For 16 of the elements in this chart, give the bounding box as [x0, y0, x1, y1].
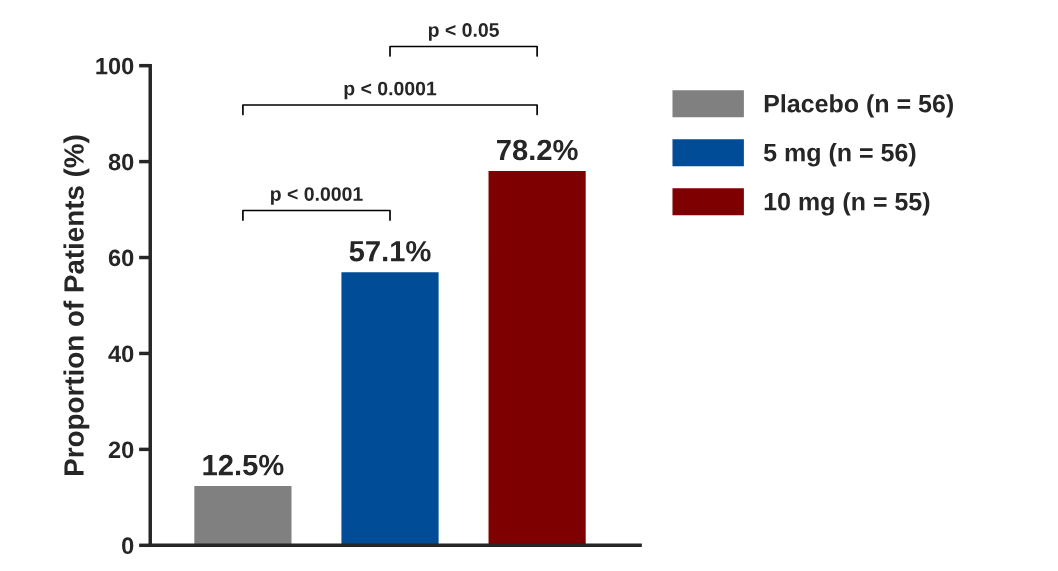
data-label: 78.2%	[497, 139, 578, 161]
y-axis-title: Proportion of Patients (%)	[63, 135, 90, 475]
legend-label: 5 mg (n = 56)	[763, 143, 916, 167]
legend-label: 10 mg (n = 55)	[764, 192, 930, 216]
legend-label: Placebo (n = 56)	[764, 94, 953, 118]
annotation: p < 0.0001	[270, 187, 363, 205]
y-tick-label: 40	[108, 345, 134, 363]
y-tick-label: 80	[108, 153, 134, 171]
y-tick-label: 60	[108, 249, 134, 267]
data-label: 57.1%	[349, 240, 431, 262]
data-label: 12.5%	[203, 454, 284, 476]
y-tick-label: 20	[108, 441, 134, 459]
y-tick-label: 0	[122, 537, 134, 555]
text: p < 0.05	[428, 23, 499, 41]
annotation: p < 0.0001	[344, 81, 437, 100]
y-tick-label: 100	[96, 57, 134, 75]
